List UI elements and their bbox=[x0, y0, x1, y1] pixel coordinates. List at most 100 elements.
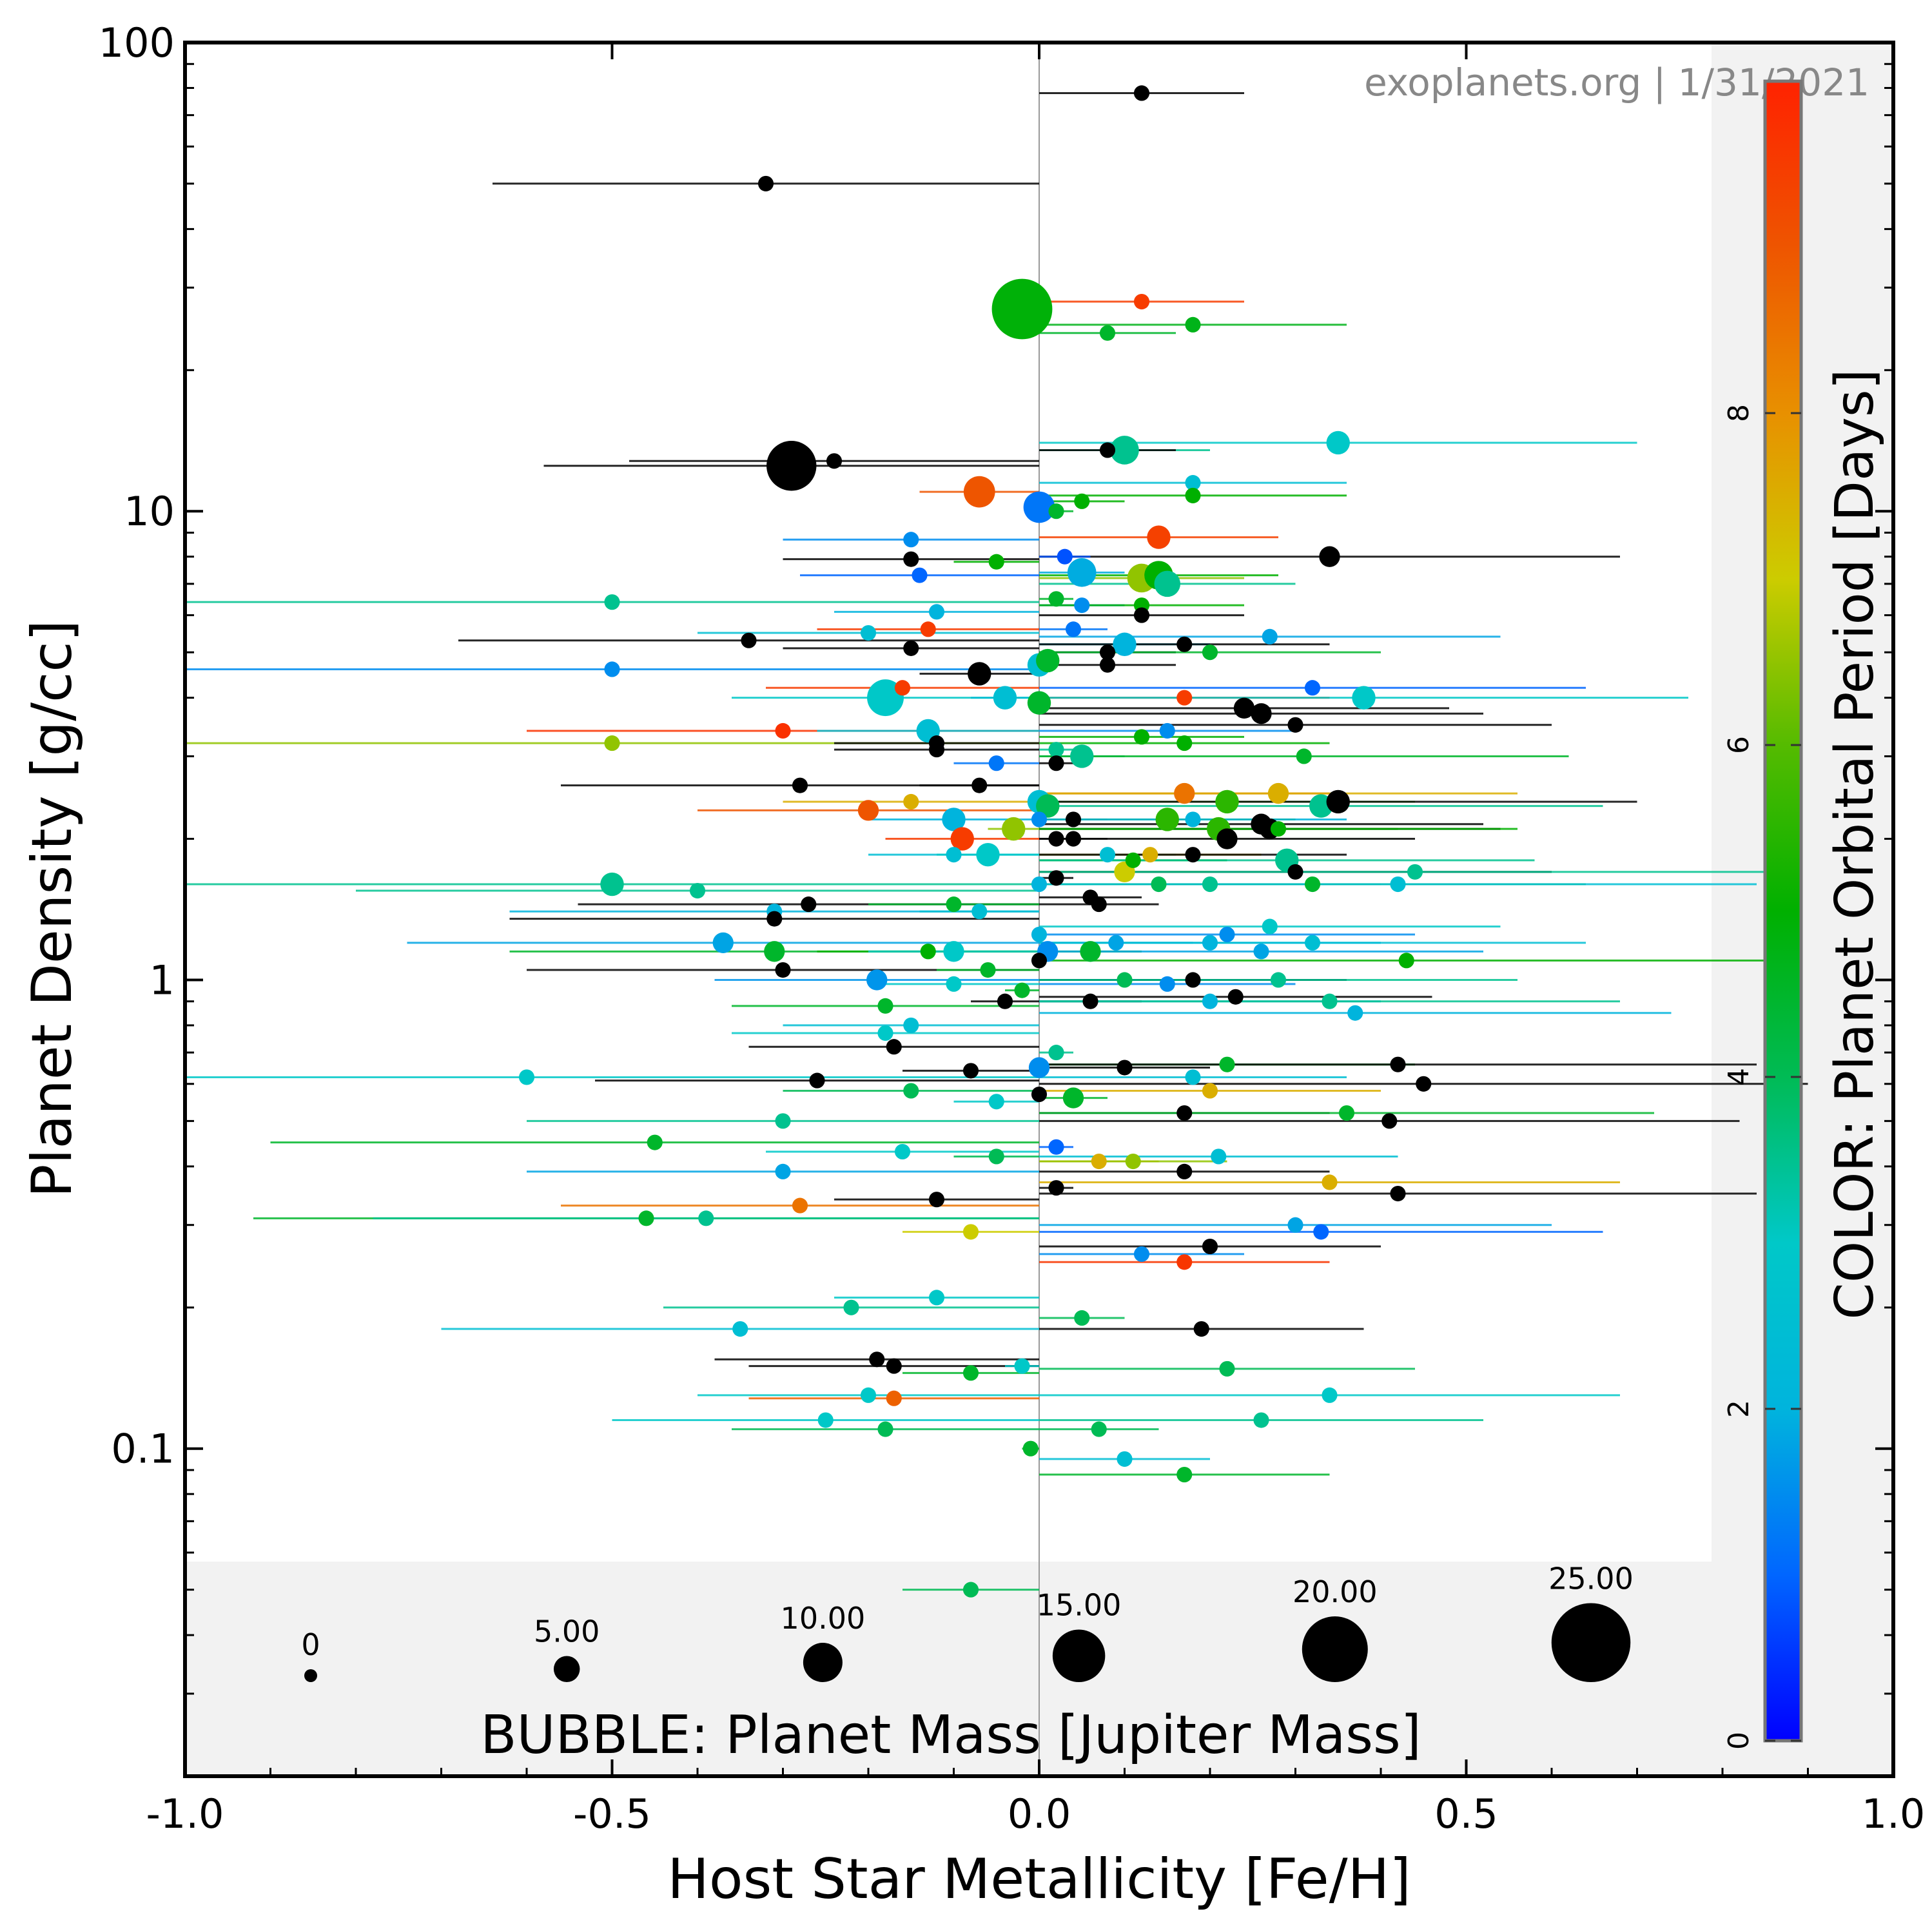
data-point bbox=[1326, 431, 1350, 455]
data-point bbox=[775, 722, 791, 739]
data-point bbox=[1036, 648, 1060, 673]
data-point bbox=[886, 1390, 902, 1406]
data-point bbox=[1154, 570, 1180, 597]
size-legend-label: BUBBLE: Planet Mass [Jupiter Mass] bbox=[480, 1705, 1421, 1766]
data-point bbox=[1267, 782, 1289, 804]
data-point bbox=[1202, 993, 1218, 1009]
size-legend: 0 5.00 10.00 15.00 20.00 25.00 bbox=[301, 1562, 1634, 1682]
data-point bbox=[1352, 686, 1376, 710]
data-point bbox=[1028, 1057, 1050, 1078]
data-point bbox=[1048, 1139, 1064, 1155]
data-point bbox=[1185, 316, 1201, 333]
data-point bbox=[1027, 691, 1051, 715]
data-point bbox=[1117, 1451, 1133, 1467]
data-point bbox=[1304, 680, 1321, 696]
size-legend-bubble bbox=[1551, 1603, 1631, 1682]
data-point bbox=[1304, 934, 1321, 951]
data-point bbox=[1262, 918, 1278, 934]
data-point bbox=[1031, 953, 1048, 969]
data-point bbox=[1215, 789, 1239, 814]
data-point bbox=[1159, 722, 1175, 739]
data-point bbox=[1142, 847, 1158, 863]
data-point bbox=[1099, 442, 1116, 458]
data-point bbox=[1048, 1180, 1064, 1196]
data-point bbox=[928, 1192, 945, 1208]
data-layer bbox=[185, 85, 1808, 1598]
data-point bbox=[1251, 703, 1272, 724]
colorbar-tick-label: 4 bbox=[1722, 1068, 1755, 1086]
data-point bbox=[1270, 972, 1287, 988]
y-axis: 0.1 1 10 100 bbox=[99, 19, 1893, 1695]
data-point bbox=[1326, 789, 1350, 814]
data-point bbox=[1048, 870, 1064, 886]
data-point bbox=[971, 904, 988, 920]
data-point bbox=[1233, 697, 1255, 719]
data-point bbox=[1091, 1154, 1107, 1170]
data-point bbox=[860, 1387, 877, 1403]
data-point bbox=[988, 554, 1004, 570]
data-point bbox=[1091, 896, 1107, 913]
data-point bbox=[962, 1365, 979, 1381]
data-point bbox=[920, 621, 936, 637]
data-point bbox=[712, 932, 734, 954]
data-point bbox=[1048, 742, 1064, 758]
data-point bbox=[1287, 717, 1303, 733]
data-point bbox=[1023, 491, 1055, 523]
data-point bbox=[1031, 1086, 1048, 1103]
y-tick-label: 10 bbox=[124, 488, 175, 535]
data-point bbox=[1036, 794, 1060, 818]
data-point bbox=[689, 882, 706, 899]
data-point bbox=[1002, 817, 1026, 841]
data-point bbox=[1108, 934, 1124, 951]
data-point bbox=[946, 847, 962, 863]
data-point bbox=[1322, 1174, 1338, 1190]
size-legend-panel bbox=[185, 1562, 1712, 1776]
data-point bbox=[1176, 1105, 1193, 1121]
data-point bbox=[698, 1210, 714, 1226]
size-legend-value: 5.00 bbox=[534, 1614, 600, 1649]
colorbar-tick-label: 0 bbox=[1722, 1732, 1755, 1750]
size-legend-value: 15.00 bbox=[1037, 1588, 1122, 1623]
data-point bbox=[1319, 546, 1340, 567]
size-legend-bubble bbox=[1302, 1616, 1368, 1682]
data-point bbox=[1219, 1056, 1235, 1072]
data-point bbox=[1031, 926, 1048, 943]
data-point bbox=[962, 1063, 979, 1079]
data-point bbox=[1227, 989, 1244, 1005]
data-point bbox=[1113, 632, 1137, 656]
data-point bbox=[647, 1134, 663, 1150]
data-point bbox=[867, 679, 904, 717]
data-point bbox=[518, 1069, 535, 1085]
data-point bbox=[903, 551, 919, 567]
data-point bbox=[1110, 436, 1139, 465]
data-point bbox=[963, 476, 995, 508]
data-point bbox=[920, 944, 936, 960]
size-legend-bubble bbox=[803, 1643, 843, 1682]
data-point bbox=[928, 1290, 945, 1306]
data-point bbox=[775, 962, 791, 978]
data-point bbox=[792, 1197, 808, 1214]
data-point bbox=[1074, 493, 1090, 509]
data-point bbox=[1304, 876, 1321, 893]
data-point bbox=[1202, 876, 1218, 893]
data-point bbox=[843, 1299, 859, 1315]
data-point bbox=[1322, 1387, 1338, 1403]
colorbar-ticks: 0 2 4 6 8 bbox=[1722, 404, 1801, 1750]
data-point bbox=[1176, 735, 1193, 751]
data-point bbox=[1185, 847, 1201, 863]
data-point bbox=[1133, 729, 1150, 745]
data-point bbox=[894, 1143, 911, 1160]
data-point bbox=[1202, 644, 1218, 661]
size-legend-bubble bbox=[553, 1656, 580, 1682]
data-point bbox=[1133, 293, 1150, 310]
data-point bbox=[1390, 876, 1406, 893]
data-point bbox=[950, 827, 974, 851]
data-point bbox=[1099, 325, 1116, 341]
data-point bbox=[1322, 993, 1338, 1009]
data-point bbox=[946, 896, 962, 913]
data-point bbox=[1262, 628, 1278, 644]
data-point bbox=[1065, 811, 1082, 828]
data-point bbox=[1193, 1321, 1209, 1337]
data-point bbox=[1080, 941, 1101, 962]
data-point bbox=[1296, 748, 1312, 764]
